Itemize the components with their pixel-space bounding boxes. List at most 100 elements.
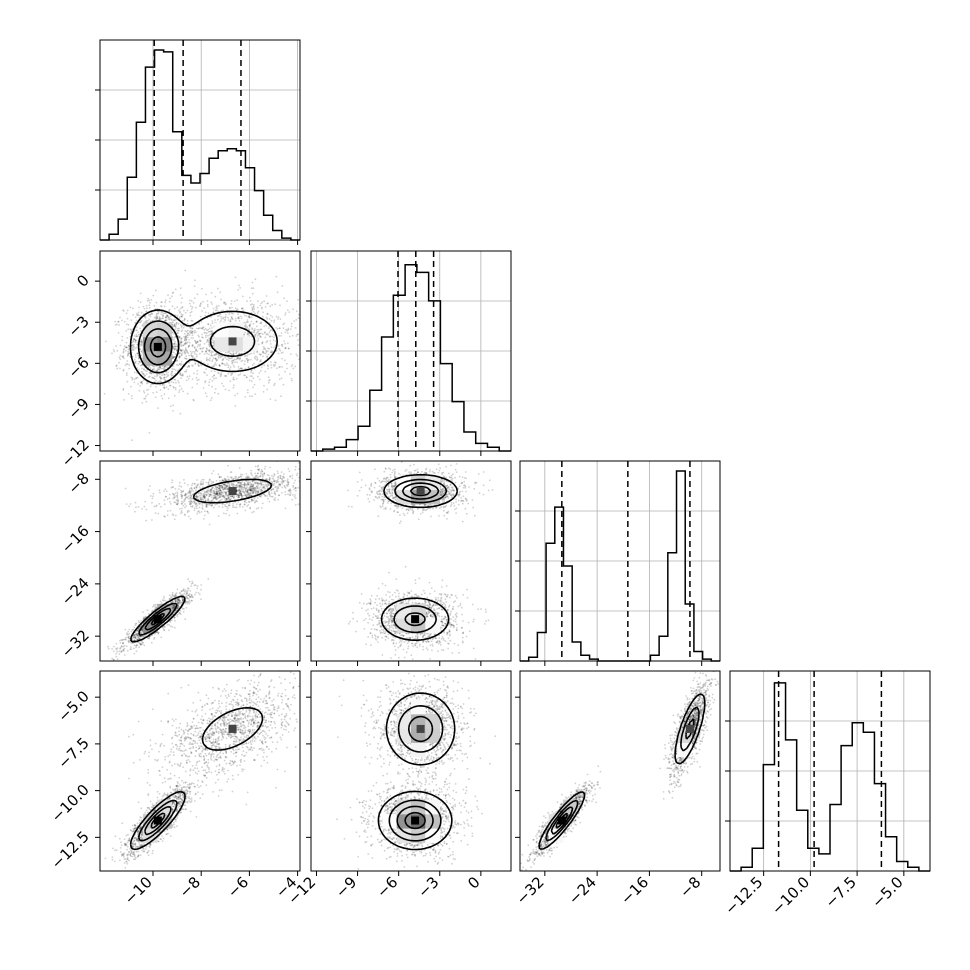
sample-point <box>186 496 189 499</box>
sample-point <box>236 483 239 486</box>
sample-point <box>183 319 186 322</box>
sample-point <box>197 327 200 330</box>
sample-point <box>239 504 242 506</box>
sample-point <box>250 482 252 485</box>
sample-point <box>226 497 229 500</box>
sample-point <box>224 318 227 321</box>
sample-point <box>199 340 202 343</box>
sample-point <box>220 490 222 492</box>
sample-point <box>123 345 126 348</box>
sample-point <box>188 339 191 341</box>
sample-point <box>185 357 187 360</box>
sample-point <box>177 598 180 601</box>
sample-point <box>256 331 259 333</box>
sample-point <box>237 496 240 498</box>
sample-point <box>130 630 133 633</box>
sample-point <box>163 386 166 389</box>
sample-point <box>295 310 298 313</box>
sample-point <box>149 385 152 388</box>
sample-point <box>200 321 203 323</box>
sample-point <box>252 491 255 493</box>
sample-point <box>225 362 228 365</box>
sample-point <box>154 396 157 399</box>
sample-point <box>294 486 297 489</box>
sample-point <box>176 601 179 603</box>
sample-point <box>305 354 307 356</box>
sample-point <box>261 477 264 480</box>
sample-point <box>165 365 167 368</box>
sample-point <box>240 493 243 496</box>
sample-point <box>225 492 228 494</box>
sample-point <box>198 345 201 347</box>
sample-point <box>167 316 170 319</box>
sample-point <box>211 499 214 501</box>
sample-point <box>183 309 185 312</box>
sample-point <box>161 383 164 386</box>
sample-point <box>188 354 191 357</box>
sample-point <box>281 481 284 484</box>
sample-point <box>186 511 189 514</box>
sample-point <box>173 368 175 371</box>
sample-point <box>214 504 217 506</box>
sample-point <box>256 359 258 361</box>
sample-point <box>190 594 193 597</box>
sample-point <box>194 279 196 282</box>
sample-point <box>168 318 171 321</box>
sample-point <box>185 370 188 373</box>
sample-point <box>173 394 176 397</box>
sample-point <box>178 592 181 594</box>
sample-point <box>176 588 179 591</box>
sample-point <box>256 481 259 484</box>
sample-point <box>251 281 254 284</box>
sample-point <box>223 490 226 493</box>
sample-point <box>161 314 164 317</box>
sample-point <box>190 500 193 503</box>
sample-point <box>294 479 297 482</box>
sample-point <box>152 605 154 608</box>
sample-point <box>251 499 254 501</box>
sample-point <box>171 591 174 594</box>
sample-point <box>239 503 242 505</box>
sample-point <box>222 488 224 491</box>
sample-point <box>202 326 204 329</box>
sample-point <box>257 484 260 486</box>
sample-point <box>135 646 138 649</box>
sample-point <box>245 495 248 498</box>
sample-point <box>180 590 183 592</box>
sample-point <box>198 323 201 326</box>
sample-point <box>174 345 177 348</box>
sample-point <box>144 374 147 377</box>
sample-point <box>236 494 239 496</box>
sample-point <box>212 311 215 314</box>
sample-point <box>138 360 141 363</box>
sample-point <box>119 354 122 357</box>
sample-point <box>290 365 293 368</box>
sample-point <box>173 345 176 348</box>
sample-point <box>153 377 155 380</box>
sample-point <box>204 372 206 374</box>
sample-point <box>248 315 251 317</box>
sample-point <box>174 488 177 490</box>
sample-point <box>122 356 124 359</box>
sample-point <box>184 492 187 495</box>
sample-point <box>151 368 154 371</box>
sample-point <box>190 495 193 497</box>
sample-point <box>214 496 217 499</box>
sample-point <box>176 349 178 351</box>
sample-point <box>187 601 189 603</box>
sample-point <box>250 369 253 372</box>
sample-point <box>273 490 276 493</box>
sample-point <box>189 331 192 334</box>
sample-point <box>180 341 183 344</box>
sample-point <box>205 504 208 506</box>
sample-point <box>222 494 225 497</box>
sample-point <box>171 357 174 360</box>
sample-point <box>205 493 208 496</box>
sample-point <box>181 497 183 500</box>
sample-point <box>282 323 285 326</box>
sample-point <box>206 300 209 302</box>
sample-point <box>232 313 234 315</box>
sample-point <box>273 480 276 483</box>
sample-point <box>164 316 167 319</box>
sample-point <box>178 356 181 359</box>
